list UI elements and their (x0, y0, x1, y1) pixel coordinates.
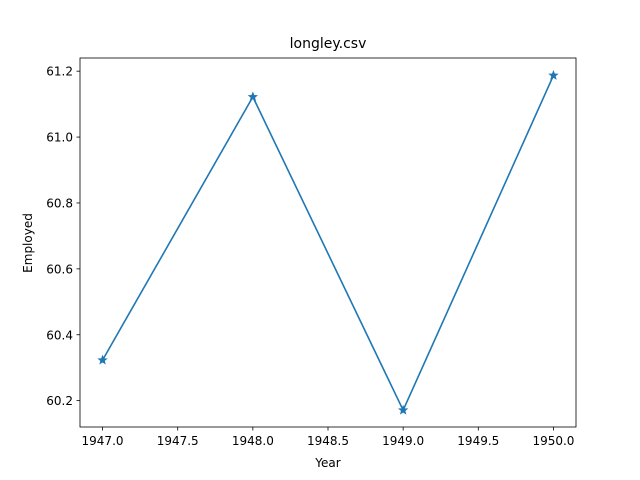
data-point-star-marker (97, 354, 108, 365)
y-tick-label: 61.0 (46, 131, 73, 145)
x-tick-label: 1949.5 (457, 434, 499, 448)
data-point-star-marker (247, 91, 258, 102)
y-tick-label: 60.6 (46, 262, 73, 276)
x-axis-label: Year (314, 456, 340, 470)
x-tick-label: 1949.0 (382, 434, 424, 448)
x-tick-label: 1948.5 (307, 434, 349, 448)
y-tick-label: 60.4 (46, 328, 73, 342)
x-axis-ticks: 1947.0 1947.5 1948.0 1948.5 1949.0 1949.5 1950… (82, 427, 574, 448)
x-tick-label: 1950.0 (532, 434, 574, 448)
plot-area-frame (79, 57, 577, 428)
x-tick-label: 1947.0 (82, 434, 124, 448)
y-axis-label: Employed (21, 213, 35, 273)
y-tick-label: 60.8 (46, 196, 73, 210)
data-point-star-marker (398, 404, 409, 415)
y-tick-label: 61.2 (46, 65, 73, 79)
chart-title: longley.csv (290, 36, 367, 52)
y-tick-label: 60.2 (46, 394, 73, 408)
x-tick-label: 1948.0 (232, 434, 274, 448)
series-markers (97, 70, 559, 415)
x-tick-label: 1947.5 (157, 434, 199, 448)
series-line-employed (101, 75, 555, 411)
data-point-star-marker (548, 70, 559, 80)
y-axis-ticks: 60.2 60.4 60.6 60.8 61.0 61.2 (46, 65, 80, 408)
